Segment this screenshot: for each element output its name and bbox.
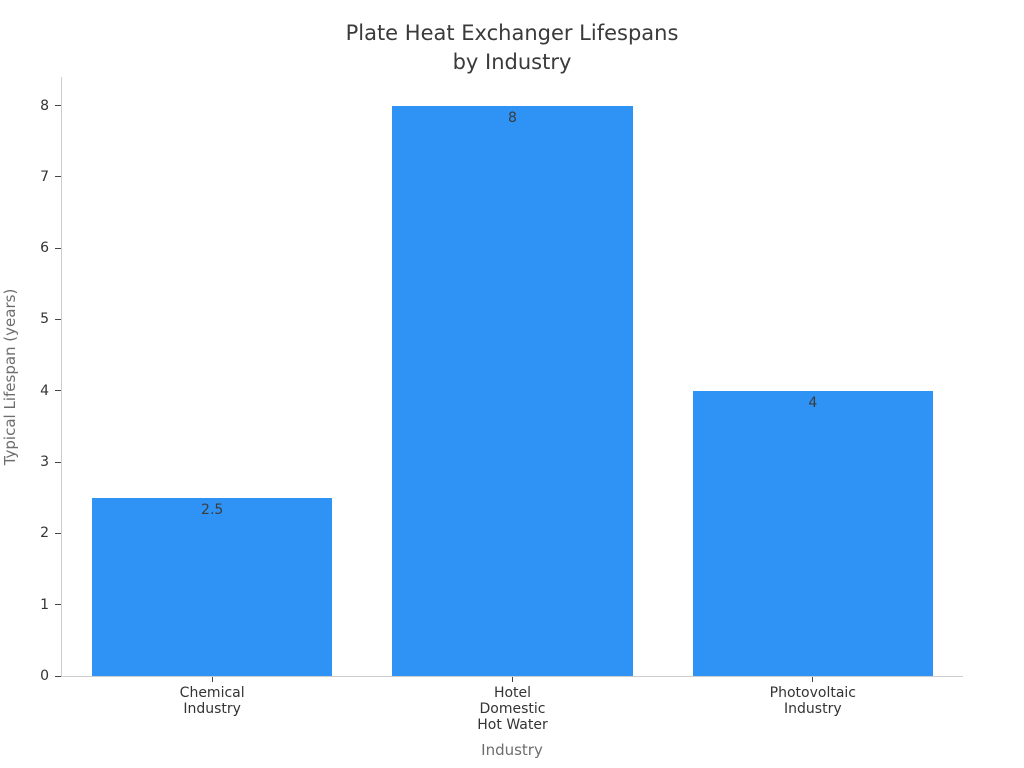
y-tick-mark <box>55 318 61 320</box>
y-tick-label: 2 <box>40 525 49 542</box>
y-tick-mark <box>55 604 61 606</box>
x-tick-mark <box>211 677 213 682</box>
y-tick-mark <box>55 176 61 178</box>
y-tick-mark <box>55 390 61 392</box>
x-tick-label: Photovoltaic Industry <box>769 685 856 718</box>
y-tick-label: 0 <box>40 668 49 684</box>
y-tick-mark <box>55 461 61 463</box>
bar-value-label: 8 <box>508 109 517 126</box>
y-tick-mark <box>55 247 61 249</box>
y-tick-label: 7 <box>40 168 49 185</box>
y-tick-mark <box>55 105 61 107</box>
chart-title: Plate Heat Exchanger Lifespans by Indust… <box>345 21 679 74</box>
y-tick-label: 3 <box>40 454 49 471</box>
y-tick-label: 5 <box>40 311 49 328</box>
bar: 8 <box>392 105 633 676</box>
y-tick-label: 6 <box>40 240 49 257</box>
y-tick-label: 8 <box>40 97 49 114</box>
x-tick-mark <box>812 677 814 682</box>
plot-area: 0 1 2 3 4 5 6 7 8 2.5 Chemical Industry 8 Hotel Dome… <box>40 77 963 733</box>
x-tick-label: Hotel Domestic Hot Water <box>477 685 548 734</box>
x-tick-label: Chemical Industry <box>179 685 245 718</box>
y-tick-label: 1 <box>40 596 49 613</box>
bar: 4 <box>692 390 933 676</box>
x-axis-label: Industry <box>481 741 543 759</box>
y-tick-label: 4 <box>40 382 49 399</box>
bar: 2.5 <box>92 497 333 676</box>
x-tick-mark <box>512 677 513 682</box>
bar-value-label: 2.5 <box>201 501 224 518</box>
bar-value-label: 4 <box>808 394 818 411</box>
y-tick-mark <box>55 532 61 534</box>
y-tick-mark <box>55 675 61 677</box>
